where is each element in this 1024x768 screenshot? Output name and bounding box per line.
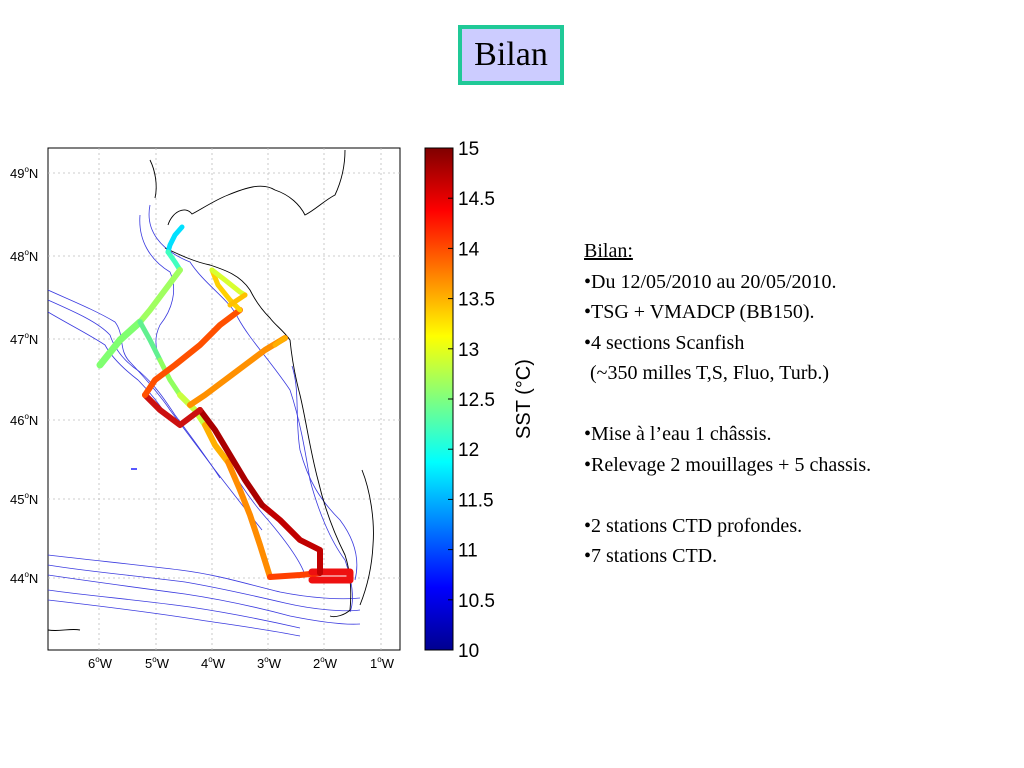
lon-label-6: 6oW xyxy=(88,655,113,671)
colorbar-tick-labels: 15 14.5 14 13.5 13 12.5 12 11.5 11 10.5 10 xyxy=(448,139,495,662)
notes-line-scanfish: •4 sections Scanfish xyxy=(584,331,745,354)
longitude-labels: 6oW 5oW 4oW 3oW 2oW 1oW xyxy=(88,655,395,671)
summary-notes: Bilan: •Du 12/05/2010 au 20/05/2010. •TS… xyxy=(584,236,1014,572)
colorbar-tick-label: 12.5 xyxy=(458,390,495,411)
bathymetry-contours xyxy=(48,204,361,637)
lat-label-47: 47oN xyxy=(10,331,38,347)
notes-line-ctd: •7 stations CTD. xyxy=(584,545,718,567)
latitude-labels: 49oN 48oN 47oN 46oN 45oN 44oN xyxy=(10,165,38,586)
colorbar-tick-label: 11.5 xyxy=(458,490,494,511)
colorbar-tick-label: 14.5 xyxy=(458,189,495,210)
lat-label-48: 48oN xyxy=(10,248,38,264)
colorbar-tick-label: 15 xyxy=(458,139,479,160)
map-frame xyxy=(47,147,401,651)
notes-line-recovery: •Relevage 2 mouillages + 5 chassis. xyxy=(584,453,872,476)
lon-label-4: 4oW xyxy=(201,655,226,671)
colorbar-tick-label: 10 xyxy=(458,641,479,662)
lat-label-49: 49oN xyxy=(10,165,38,181)
notes-spacer xyxy=(584,389,1014,420)
notes-line-deployment: •Mise à l’eau 1 châssis. xyxy=(584,423,772,445)
ship-track xyxy=(96,224,354,584)
lon-label-1: 1oW xyxy=(370,655,395,671)
lat-label-45: 45oN xyxy=(10,491,38,507)
colorbar-label: SST (°C) xyxy=(513,359,535,439)
lon-label-2: 2oW xyxy=(313,655,338,671)
lat-label-46: 46oN xyxy=(10,412,38,428)
colorbar-tick-label: 12 xyxy=(458,440,479,461)
colorbar-tick-label: 13.5 xyxy=(458,290,495,311)
notes-line-deep-ctd: •2 stations CTD profondes. xyxy=(584,514,803,537)
lon-label-5: 5oW xyxy=(145,655,170,671)
notes-heading: Bilan: xyxy=(584,240,633,262)
lat-label-44: 44oN xyxy=(10,570,38,586)
colorbar-tick-label: 10.5 xyxy=(458,591,495,612)
colorbar-tick-label: 11 xyxy=(458,541,478,562)
colorbar-tick-label: 14 xyxy=(458,239,480,260)
notes-spacer xyxy=(584,480,1014,511)
notes-line-dates: •Du 12/05/2010 au 20/05/2010. xyxy=(584,270,837,293)
lon-label-3: 3oW xyxy=(257,655,282,671)
notes-line-scanfish-detail: (~350 milles T,S, Fluo, Turb.) xyxy=(590,362,830,384)
slide-title: Bilan xyxy=(458,25,564,85)
colorbar-tick-label: 13 xyxy=(458,340,479,361)
notes-line-instruments: •TSG + VMADCP (BB150). xyxy=(584,301,815,323)
